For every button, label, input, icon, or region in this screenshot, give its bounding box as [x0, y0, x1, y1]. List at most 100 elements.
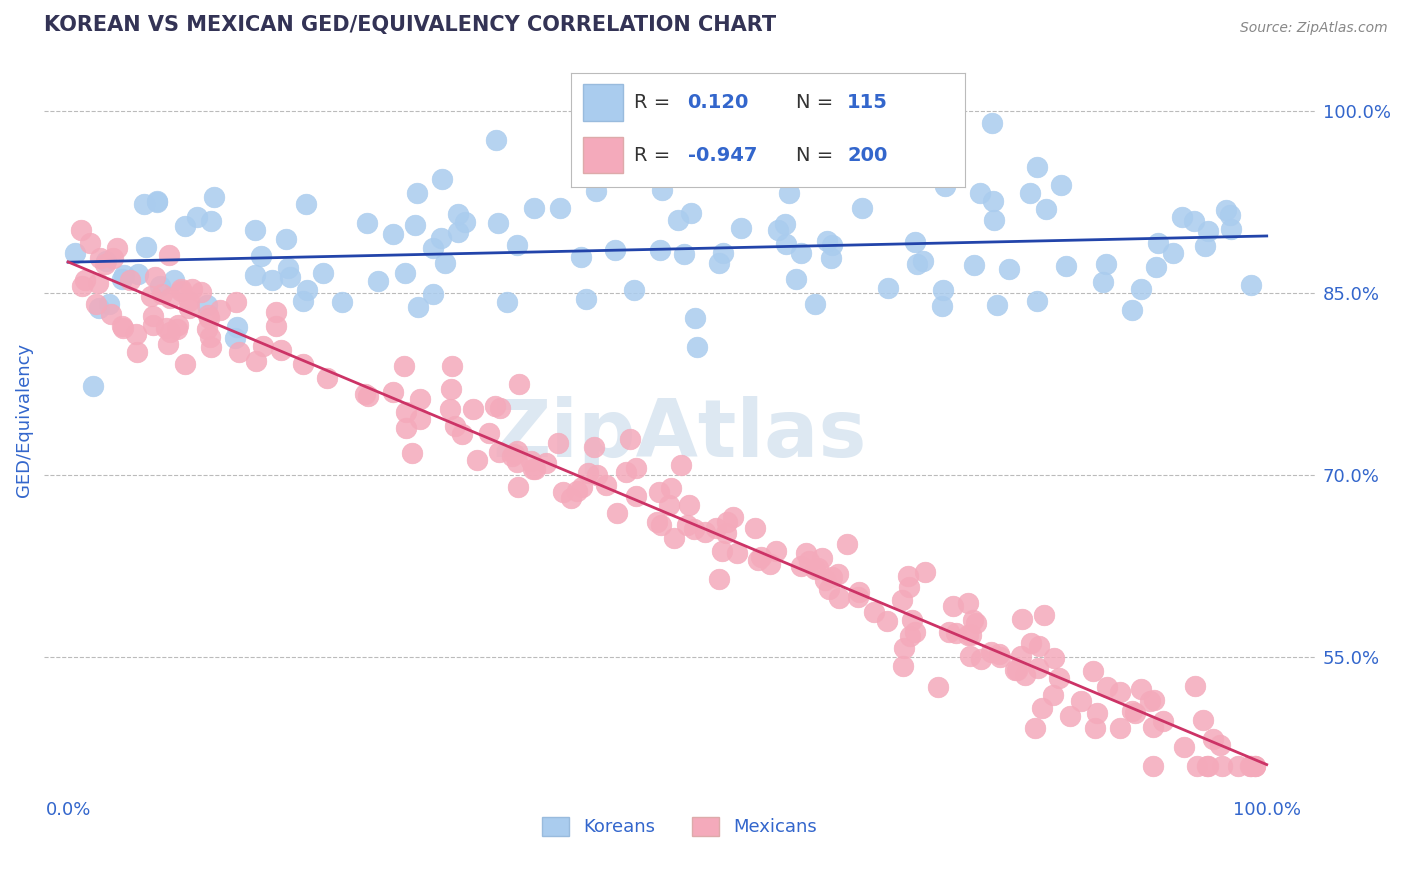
Point — [408, 412, 430, 426]
Point — [815, 234, 838, 248]
Point — [79, 235, 101, 250]
Point — [941, 599, 963, 613]
Point — [1010, 649, 1032, 664]
Point — [897, 569, 920, 583]
Point — [624, 461, 647, 475]
Point — [1226, 758, 1249, 772]
Point — [969, 186, 991, 201]
Point — [395, 421, 418, 435]
Point — [155, 320, 177, 334]
Point — [198, 310, 221, 325]
Point — [693, 524, 716, 539]
Point — [101, 251, 124, 265]
Point — [245, 354, 267, 368]
Point — [124, 326, 146, 341]
Point — [142, 310, 165, 324]
Point — [354, 386, 377, 401]
Point — [440, 383, 463, 397]
Point — [571, 480, 593, 494]
Point — [904, 624, 927, 639]
Point — [1240, 758, 1263, 772]
Point — [962, 613, 984, 627]
Point — [1129, 282, 1152, 296]
Point — [1026, 661, 1049, 675]
Point — [614, 465, 637, 479]
Point — [911, 254, 934, 268]
Point — [401, 446, 423, 460]
Legend: Koreans, Mexicans: Koreans, Mexicans — [541, 817, 817, 837]
Point — [98, 296, 121, 310]
Point — [505, 455, 527, 469]
Text: ZipAtlas: ZipAtlas — [492, 396, 866, 474]
Point — [70, 278, 93, 293]
Text: KOREAN VS MEXICAN GED/EQUIVALENCY CORRELATION CHART: KOREAN VS MEXICAN GED/EQUIVALENCY CORREL… — [44, 15, 776, 35]
Point — [547, 435, 569, 450]
Point — [75, 273, 97, 287]
Point — [146, 194, 169, 209]
Point — [905, 256, 928, 270]
Point — [157, 336, 180, 351]
Point — [1070, 694, 1092, 708]
Point — [430, 231, 453, 245]
Point — [820, 251, 842, 265]
Point — [488, 401, 510, 415]
Point — [520, 454, 543, 468]
Point — [891, 659, 914, 673]
Text: Source: ZipAtlas.com: Source: ZipAtlas.com — [1240, 21, 1388, 36]
Point — [1019, 636, 1042, 650]
Point — [226, 320, 249, 334]
Point — [1028, 640, 1050, 654]
Point — [678, 498, 700, 512]
Point — [159, 292, 181, 306]
Point — [749, 550, 772, 565]
Point — [394, 266, 416, 280]
Point — [523, 201, 546, 215]
Point — [190, 285, 212, 299]
Point — [658, 498, 681, 512]
Point — [166, 318, 188, 332]
Point — [292, 293, 315, 308]
Point — [508, 480, 530, 494]
Point — [807, 560, 830, 574]
Point — [463, 401, 485, 416]
Point — [1195, 758, 1218, 772]
Point — [395, 405, 418, 419]
Point — [790, 559, 813, 574]
Point — [149, 278, 172, 293]
Point — [356, 216, 378, 230]
Point — [1043, 651, 1066, 665]
Point — [1024, 721, 1046, 735]
Point — [465, 452, 488, 467]
Point — [146, 195, 169, 210]
Point — [1194, 239, 1216, 253]
Point — [406, 186, 429, 201]
Point — [586, 468, 609, 483]
Point — [118, 273, 141, 287]
Point — [330, 295, 353, 310]
Point — [818, 582, 841, 596]
Point — [1173, 739, 1195, 754]
Point — [560, 491, 582, 506]
Point — [981, 194, 1004, 208]
Point — [898, 630, 921, 644]
Point — [1025, 160, 1047, 174]
Point — [650, 517, 672, 532]
Point — [821, 237, 844, 252]
Point — [565, 483, 588, 498]
Point — [686, 340, 709, 354]
Point — [575, 292, 598, 306]
Point — [1197, 758, 1219, 772]
Point — [485, 133, 508, 147]
Point — [716, 516, 738, 530]
Point — [112, 320, 135, 334]
Point — [1014, 667, 1036, 681]
Point — [1108, 721, 1130, 735]
Point — [846, 590, 869, 604]
Point — [785, 271, 807, 285]
Point — [295, 196, 318, 211]
Point — [506, 444, 529, 458]
Point — [1018, 186, 1040, 201]
Point — [1182, 214, 1205, 228]
Point — [1161, 246, 1184, 260]
Point — [1192, 713, 1215, 727]
